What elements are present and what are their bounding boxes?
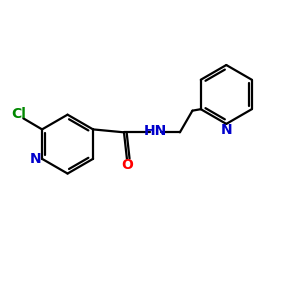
Text: N: N	[30, 152, 41, 167]
Text: HN: HN	[143, 124, 167, 138]
Text: Cl: Cl	[11, 107, 26, 121]
Text: N: N	[221, 123, 233, 137]
Text: O: O	[122, 158, 134, 172]
